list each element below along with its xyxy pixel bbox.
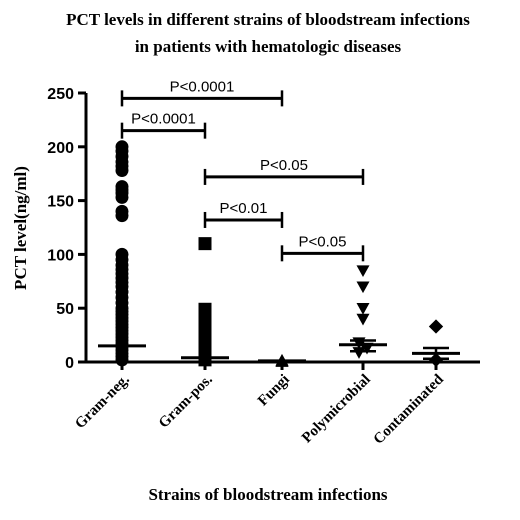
x-tick-label: Polymicrobial — [299, 372, 374, 447]
data-point — [115, 190, 129, 204]
p-value-label: P<0.05 — [299, 233, 347, 250]
y-tick-label: 150 — [47, 194, 74, 211]
data-point — [356, 313, 370, 326]
x-tick-label: Contaminated — [371, 371, 448, 448]
y-tick-label: 100 — [47, 247, 74, 264]
y-tick-label: 50 — [56, 301, 74, 318]
y-tick-label: 0 — [65, 355, 74, 372]
data-point — [115, 209, 129, 223]
y-tick-label: 250 — [47, 86, 74, 103]
data-point — [356, 265, 370, 278]
p-value-label: P<0.0001 — [131, 111, 196, 128]
x-tick-label: Gram-pos. — [156, 371, 216, 431]
data-point — [356, 303, 370, 315]
y-axis-label: PCT level(ng/ml) — [11, 166, 30, 290]
data-point — [356, 281, 370, 294]
data-point — [198, 353, 212, 367]
data-point — [428, 319, 444, 334]
y-tick-label: 200 — [47, 140, 74, 157]
data-point — [115, 353, 129, 367]
data-point — [198, 237, 212, 251]
chart-title-line-1: PCT levels in different strains of blood… — [66, 10, 470, 29]
x-tick-label: Gram-neg. — [72, 371, 133, 432]
p-value-label: P<0.01 — [220, 200, 268, 217]
p-value-label: P<0.0001 — [170, 78, 235, 95]
x-tick-label: Fungi — [255, 372, 293, 410]
chart-title-line-2: in patients with hematologic diseases — [135, 37, 402, 56]
x-axis-label: Strains of bloodstream infections — [148, 485, 387, 504]
p-value-label: P<0.05 — [260, 157, 308, 174]
plot-area: 0 50 100 150 200 250 Gram-neg. Gram-pos. Fungi Po… — [47, 78, 480, 448]
data-point — [115, 163, 129, 177]
